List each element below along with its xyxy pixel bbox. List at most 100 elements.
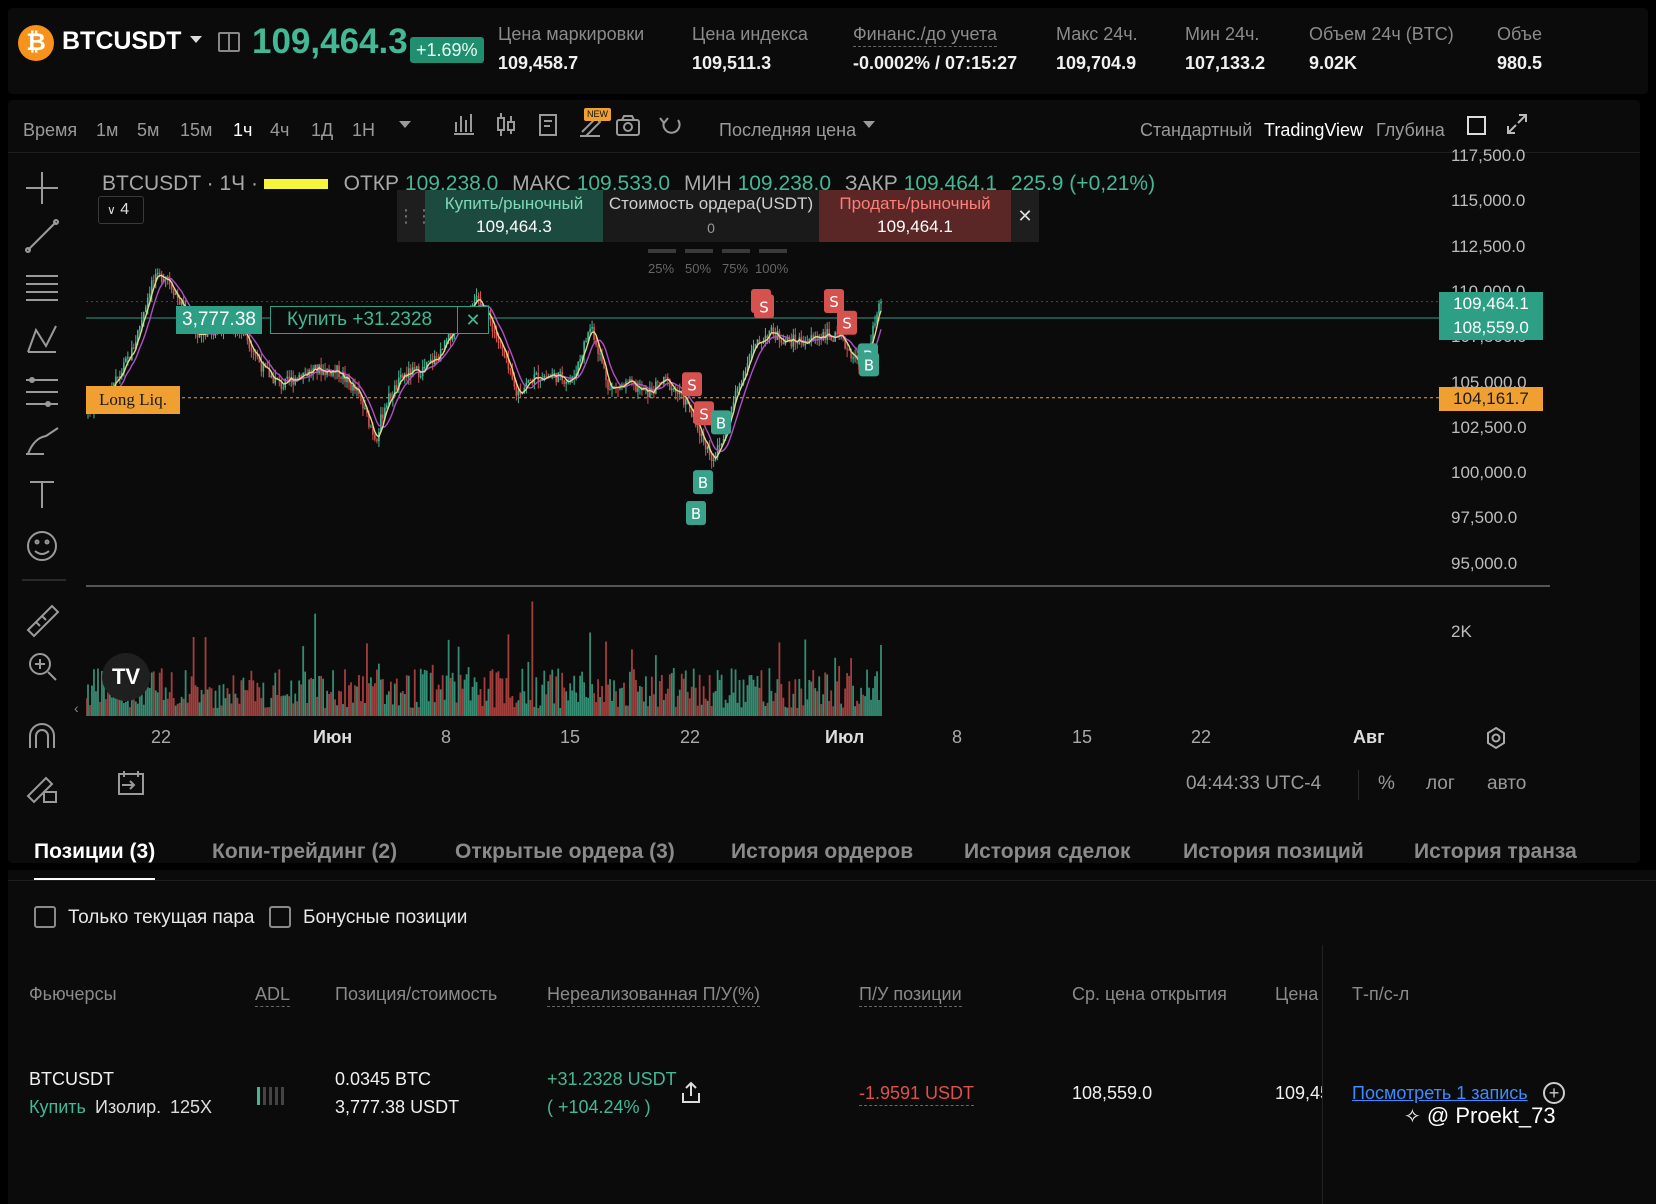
current-pair-checkbox[interactable] xyxy=(34,906,56,928)
pct-25[interactable]: 25% xyxy=(648,261,675,276)
row-margin-mode[interactable]: Изолир. xyxy=(95,1097,162,1117)
candle-body xyxy=(786,336,789,341)
position-size-label[interactable]: 3,777.38 xyxy=(176,306,262,334)
price-source-select[interactable]: Последняя цена xyxy=(719,120,857,140)
interval-15m[interactable]: 15м xyxy=(180,120,213,140)
percent-scale-toggle[interactable]: % xyxy=(1378,773,1395,794)
volume-bar xyxy=(613,680,615,716)
goto-date-icon[interactable] xyxy=(116,769,146,797)
trade-marker-label: S xyxy=(759,298,769,316)
tab-trade-history[interactable]: История сделок xyxy=(964,840,1131,863)
candle-body xyxy=(258,356,261,363)
sell-market-button[interactable]: Продать/рыночный 109,464.1 xyxy=(819,190,1011,242)
fib-icon[interactable] xyxy=(26,377,58,407)
close-icon[interactable]: ✕ xyxy=(1011,190,1039,242)
view-standard[interactable]: Стандартный xyxy=(1140,120,1253,140)
volume-bar xyxy=(732,692,735,716)
pct-25-slider-mark[interactable] xyxy=(648,249,676,253)
position-pnl-label[interactable]: Купить +31.2328 xyxy=(270,306,458,334)
indicators-toggle[interactable]: ∨ 4 xyxy=(98,196,144,224)
row-leverage[interactable]: 125X xyxy=(170,1097,213,1117)
templates-icon[interactable] xyxy=(539,114,557,136)
reset-icon[interactable] xyxy=(659,117,681,134)
horizontal-lines-icon[interactable] xyxy=(26,275,58,301)
text-icon[interactable] xyxy=(30,481,54,508)
interval-1h[interactable]: 1ч xyxy=(233,120,253,140)
crosshair-icon[interactable] xyxy=(26,172,58,204)
close-position-icon[interactable]: ✕ xyxy=(457,306,489,334)
view-depth[interactable]: Глубина xyxy=(1376,120,1445,140)
collapse-toolbar-icon[interactable]: ‹ xyxy=(74,700,79,716)
log-scale-toggle[interactable]: лог xyxy=(1426,773,1455,794)
symbol-selector[interactable]: BTCUSDT xyxy=(62,27,182,55)
fullscreen-icon[interactable] xyxy=(1505,112,1529,136)
candle-body xyxy=(172,289,175,295)
candle-body xyxy=(593,326,595,340)
interval-1m[interactable]: 1м xyxy=(96,120,119,140)
interval-1d[interactable]: 1Д xyxy=(311,120,334,140)
layout-icon[interactable] xyxy=(1467,116,1486,135)
chevron-down-icon[interactable] xyxy=(190,36,202,43)
share-icon[interactable] xyxy=(680,1081,702,1105)
pane-divider[interactable] xyxy=(86,585,1550,587)
tab-open-orders[interactable]: Открытые ордера (3) xyxy=(455,840,675,863)
add-tpsl-icon[interactable]: + xyxy=(1543,1082,1565,1104)
pattern-icon[interactable] xyxy=(27,325,57,353)
candles-icon[interactable] xyxy=(497,113,515,136)
trendline-icon[interactable] xyxy=(25,219,59,253)
indicators-icon[interactable] xyxy=(454,114,474,135)
current-pair-label[interactable]: Только текущая пара xyxy=(68,907,255,928)
bonus-positions-checkbox[interactable] xyxy=(269,906,291,928)
col-position-pnl[interactable]: П/У позиции xyxy=(859,984,962,1007)
row-position-pnl[interactable]: -1.9591 USDT xyxy=(859,1083,975,1106)
magnet-icon[interactable] xyxy=(29,723,55,748)
volume-bar xyxy=(372,686,374,716)
pct-75-slider-mark[interactable] xyxy=(722,249,750,253)
tab-order-history[interactable]: История ордеров xyxy=(731,840,914,863)
col-unrealized-pnl[interactable]: Нереализованная П/У(%) xyxy=(547,984,761,1007)
book-icon[interactable] xyxy=(218,32,240,52)
volume-bar xyxy=(758,687,761,716)
settings-icon[interactable] xyxy=(1483,725,1509,751)
stat-funding[interactable]: Финанс./до учета -0.0002% / 07:15:27 xyxy=(853,24,1018,73)
volume-bar xyxy=(812,670,815,716)
row-symbol[interactable]: BTCUSDT xyxy=(29,1069,114,1089)
tab-positions[interactable]: Позиции (3) xyxy=(34,840,156,863)
pct-100-slider-mark[interactable] xyxy=(759,249,787,253)
volume-bar xyxy=(621,687,623,716)
volume-bar xyxy=(176,703,179,716)
interval-1w[interactable]: 1Н xyxy=(352,120,376,140)
timezone-clock[interactable]: 04:44:33 UTC-4 xyxy=(1186,773,1322,794)
col-adl[interactable]: ADL xyxy=(255,984,291,1007)
order-cost-field[interactable]: Стоимость ордера(USDT) 0 xyxy=(603,190,819,242)
pct-100[interactable]: 100% xyxy=(755,261,789,276)
camera-icon[interactable] xyxy=(616,115,640,136)
volume-bar xyxy=(766,702,769,716)
view-tradingview[interactable]: TradingView xyxy=(1264,120,1364,140)
pct-50-slider-mark[interactable] xyxy=(685,249,713,253)
buy-market-button[interactable]: Купить/рыночный 109,464.3 xyxy=(425,190,603,242)
lock-drawings-icon[interactable] xyxy=(26,776,57,804)
tab-position-history[interactable]: История позиций xyxy=(1183,840,1364,863)
chevron-down-icon[interactable] xyxy=(863,121,875,128)
interval-5m[interactable]: 5м xyxy=(137,120,160,140)
zoom-in-icon[interactable] xyxy=(29,653,57,681)
volume-bar xyxy=(778,642,781,716)
ruler-icon[interactable] xyxy=(26,604,60,638)
price-chart[interactable]: SSBBBSSSSBB xyxy=(86,154,1439,719)
candle-body xyxy=(740,383,743,385)
drag-handle[interactable]: ⋮⋮ xyxy=(397,190,433,242)
tradingview-logo[interactable]: TV xyxy=(102,653,150,701)
row-tpsl-link[interactable]: Посмотреть 1 запись xyxy=(1352,1083,1528,1103)
chevron-down-icon[interactable] xyxy=(399,121,411,128)
brush-icon[interactable] xyxy=(26,427,59,455)
volume-bar xyxy=(617,706,619,716)
emoji-icon[interactable] xyxy=(27,531,57,561)
tab-copy-trading[interactable]: Копи-трейдинг (2) xyxy=(212,840,398,863)
pct-75[interactable]: 75% xyxy=(722,261,749,276)
interval-4h[interactable]: 4ч xyxy=(270,120,290,140)
auto-scale-toggle[interactable]: авто xyxy=(1487,773,1527,794)
bonus-positions-label[interactable]: Бонусные позиции xyxy=(303,907,468,928)
tab-transaction-history[interactable]: История транза xyxy=(1414,840,1577,863)
pct-50[interactable]: 50% xyxy=(685,261,712,276)
